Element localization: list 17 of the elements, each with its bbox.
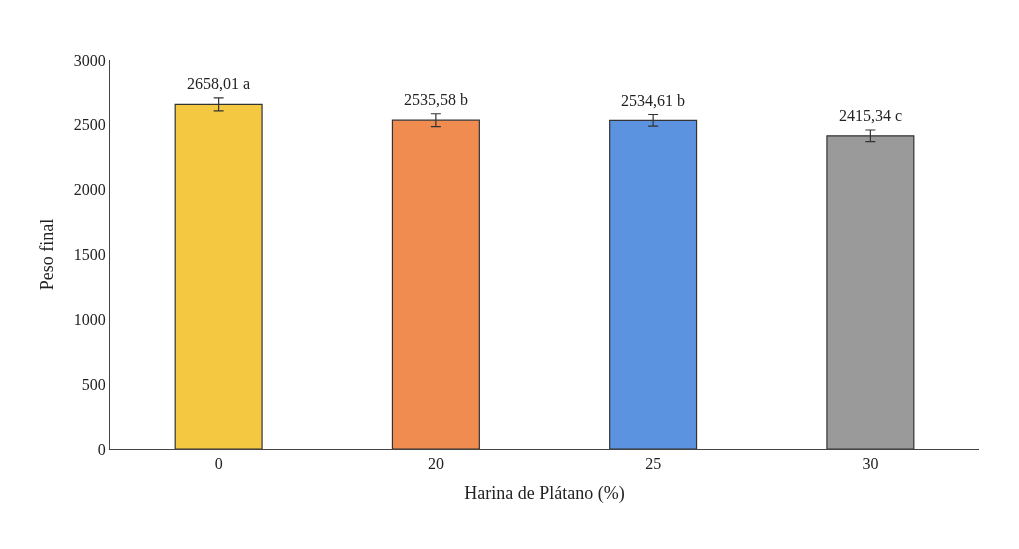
x-tick-label: 0 [214,455,223,473]
data-label: 2534,61 b [621,92,685,109]
data-label: 2658,01 a [187,75,251,92]
y-tick-label: 1500 [73,246,106,264]
y-tick-label: 500 [81,375,106,393]
data-label: 2535,58 b [404,91,468,108]
x-tick-label: 20 [427,455,444,473]
x-tick-label: 25 [645,455,662,473]
x-tick-label: 30 [862,455,879,473]
y-tick-label: 2000 [73,181,106,199]
data-label: 2415,34 c [839,107,903,124]
y-axis-title: Peso final [37,218,57,291]
y-tick-label: 3000 [73,51,106,69]
x-axis-title: Harina de Plátano (%) [464,483,625,505]
y-tick-label: 0 [97,440,106,458]
y-tick-label: 2500 [73,116,106,134]
y-tick-label: 1000 [73,310,106,328]
